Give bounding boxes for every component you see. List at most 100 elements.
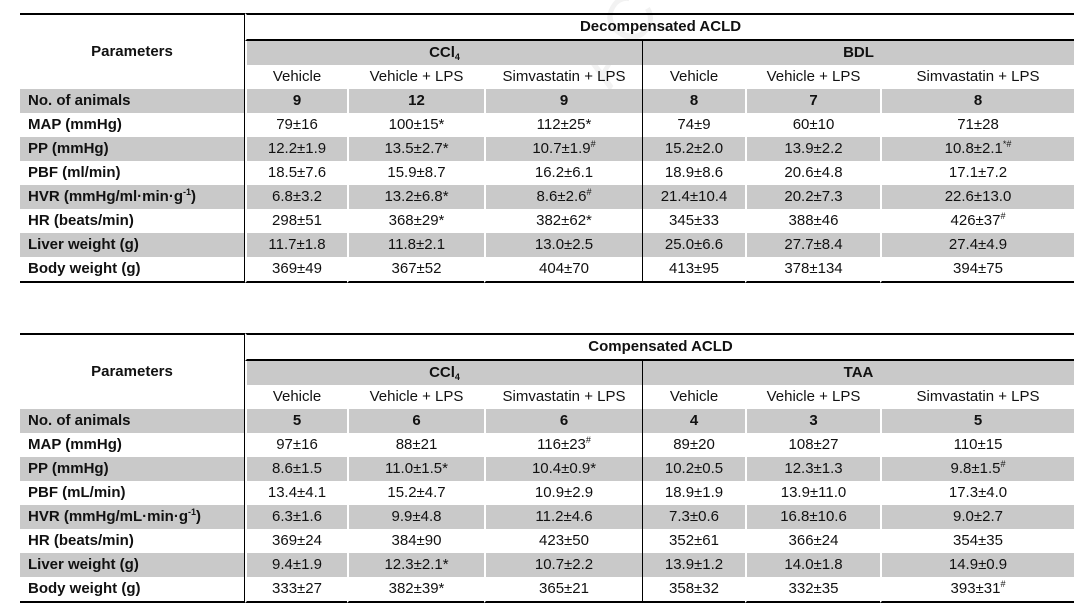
cell-value: 16.2±6.1	[534, 164, 594, 181]
table-cell: 10.9±2.9	[484, 481, 642, 505]
row-label-suffix: )	[191, 188, 197, 205]
table-cell: 11.2±4.6	[484, 505, 642, 529]
table-cell: 332±35	[745, 577, 880, 603]
cell-value: 116±23	[537, 436, 586, 453]
cell-value: 15.2±4.7	[387, 484, 446, 501]
cell-value: 423±50	[539, 532, 589, 549]
cell-value: 97±16	[276, 436, 318, 453]
row-label: No. of animals	[20, 89, 245, 113]
table-cell: 71±28	[880, 113, 1074, 137]
table-cell: 15.2±2.0	[642, 137, 745, 161]
cell-value: 10.9±2.9	[534, 484, 594, 501]
table-cell: 16.8±10.6	[745, 505, 880, 529]
table-cell: 3	[745, 409, 880, 433]
row-label-text: HVR (mmHg/mL·min·g	[28, 508, 188, 525]
table-cell: 20.6±4.8	[745, 161, 880, 185]
cell-value: 12.3±2.1*	[384, 556, 449, 573]
cell-value: 14.9±0.9	[948, 556, 1008, 573]
table-cell: 368±29*	[347, 209, 484, 233]
table-row: HVR (mmHg/ml·min·g-1) 6.8±3.2 13.2±6.8* 8.6…	[20, 185, 1075, 209]
column-header-row: Vehicle Vehicle + LPS Simvastatin + LPS Veh…	[20, 65, 1074, 89]
column-header: Vehicle	[642, 65, 745, 89]
table-row: HR (beats/min) 298±51 368±29* 382±62* 345±33…	[20, 209, 1074, 233]
group-row: CCl4 BDL	[20, 41, 1075, 65]
group-name: BDL	[843, 44, 874, 61]
table-cell: 97±16	[245, 433, 347, 457]
table-cell: 358±32	[642, 577, 745, 603]
table-cell: 382±39*	[347, 577, 484, 603]
column-header: Simvastatin + LPS	[880, 385, 1074, 409]
cell-value: 333±27	[272, 580, 322, 597]
table-row: Body weight (g) 369±49 367±52 404±70 413±95 3…	[20, 257, 1075, 283]
table-cell: 298±51	[245, 209, 347, 233]
cell-value: 388±46	[788, 212, 839, 229]
table-row: Liver weight (g) 11.7±1.8 11.8±2.1 13.0±2.5…	[20, 233, 1075, 257]
group-header: CCl4	[245, 41, 642, 65]
cell-value: 27.7±8.4	[784, 236, 843, 253]
table-cell: 333±27	[245, 577, 347, 603]
column-header: Vehicle + LPS	[347, 65, 484, 89]
table-cell: 60±10	[745, 113, 880, 137]
group-row: CCl4 TAA	[20, 361, 1075, 385]
cell-value: 16.8±10.6	[780, 508, 847, 525]
row-label-text: Body weight (g)	[28, 260, 141, 277]
significance-mark: #	[586, 187, 592, 197]
table-cell: 74±9	[642, 113, 745, 137]
table-cell: 9	[245, 89, 347, 113]
row-label-suffix: )	[196, 508, 202, 525]
cell-value: 12	[408, 92, 425, 109]
column-header: Vehicle + LPS	[745, 385, 880, 409]
row-label-text: Liver weight (g)	[28, 236, 139, 253]
significance-mark: #	[1000, 579, 1006, 589]
row-label: HR (beats/min)	[20, 209, 245, 233]
table-cell: 108±27	[745, 433, 880, 457]
cell-value: 20.2±7.3	[784, 188, 843, 205]
row-label-text: MAP (mmHg)	[28, 436, 122, 453]
table-cell: 9.4±1.9	[245, 553, 347, 577]
cell-value: 426±37	[950, 212, 1001, 229]
cell-value: 10.8±2.1	[944, 140, 1003, 157]
table-cell: 7	[745, 89, 880, 113]
cell-value: 11.2±4.6	[535, 508, 593, 525]
cell-value: 8	[689, 92, 699, 109]
row-label: Body weight (g)	[20, 577, 245, 603]
table-row: Body weight (g) 333±27 382±39* 365±21 358±32…	[20, 577, 1075, 603]
cell-value: 12.3±1.3	[784, 460, 843, 477]
cell-value: 12.2±1.9	[267, 140, 327, 157]
parameters-header: Parameters	[20, 13, 245, 89]
table-cell: 27.4±4.9	[880, 233, 1075, 257]
cell-value: 13.9±2.2	[784, 140, 843, 157]
table-cell: 9.8±1.5#	[880, 457, 1075, 481]
cell-value: 18.9±8.6	[664, 164, 724, 181]
cell-value: 88±21	[395, 436, 438, 453]
table-cell: 16.2±6.1	[484, 161, 642, 185]
cell-value: 369±24	[272, 532, 322, 549]
cell-value: 5	[973, 412, 983, 429]
cell-value: 25.0±6.6	[664, 236, 724, 253]
table-cell: 367±52	[347, 257, 484, 283]
row-label-text: Liver weight (g)	[28, 556, 139, 573]
row-label-text: HR (beats/min)	[28, 532, 134, 549]
cell-value: 71±28	[957, 116, 999, 133]
table-cell: 369±49	[245, 257, 347, 283]
row-label: HVR (mmHg/ml·min·g-1)	[20, 185, 245, 209]
table-cell: 394±75	[880, 257, 1075, 283]
table-cell: 10.7±2.2	[484, 553, 642, 577]
table-cell: 9.9±4.8	[347, 505, 484, 529]
table-cell: 88±21	[347, 433, 484, 457]
table-cell: 17.1±7.2	[880, 161, 1074, 185]
table-cell: 6.8±3.2	[245, 185, 347, 209]
table-cell: 404±70	[484, 257, 642, 283]
table-cell: 413±95	[642, 257, 745, 283]
row-label-text: PBF (ml/min)	[28, 164, 121, 181]
table-cell: 426±37#	[880, 209, 1074, 233]
significance-mark: #	[1000, 459, 1006, 469]
group-name: CCl	[429, 44, 455, 61]
significance-mark: #	[1000, 211, 1006, 221]
table-row: No. of animals 5 6 6 4 3 5	[20, 409, 1075, 433]
cell-value: 11.0±1.5*	[384, 460, 448, 477]
row-label: No. of animals	[20, 409, 245, 433]
cell-value: 10.7±2.2	[534, 556, 594, 573]
cell-value: 10.2±0.5	[664, 460, 724, 477]
table-cell: 14.9±0.9	[880, 553, 1075, 577]
